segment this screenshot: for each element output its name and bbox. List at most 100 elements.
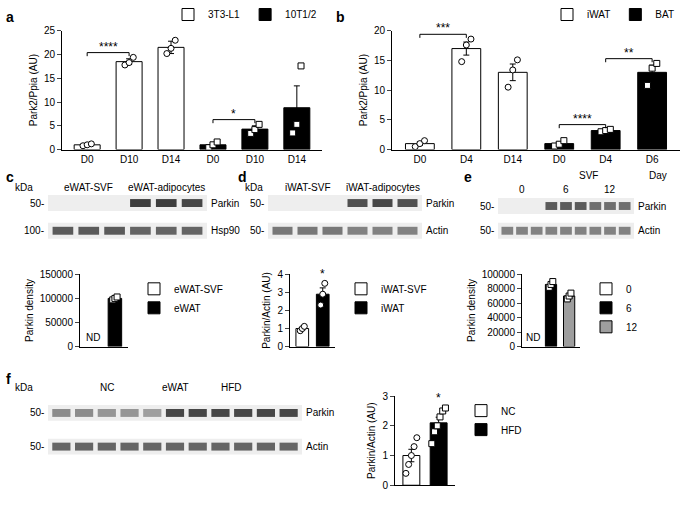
svg-text:***: *** xyxy=(436,21,450,35)
svg-text:D0: D0 xyxy=(207,154,220,165)
svg-text:50-: 50- xyxy=(250,225,264,236)
svg-text:Parkin: Parkin xyxy=(638,201,666,212)
svg-text:*: * xyxy=(231,107,236,121)
svg-text:Parkin density: Parkin density xyxy=(24,279,35,342)
svg-text:0: 0 xyxy=(277,341,283,352)
svg-text:ND: ND xyxy=(526,332,540,343)
svg-text:kDa: kDa xyxy=(15,382,33,393)
svg-text:iWAT-adipocytes: iWAT-adipocytes xyxy=(346,182,420,193)
svg-text:Hsp90: Hsp90 xyxy=(211,225,240,236)
svg-text:50-: 50- xyxy=(30,441,44,452)
svg-text:12: 12 xyxy=(604,184,616,195)
svg-text:20: 20 xyxy=(374,25,386,36)
svg-text:ND: ND xyxy=(86,332,100,343)
svg-text:100000: 100000 xyxy=(482,269,516,280)
svg-text:****: **** xyxy=(99,40,118,54)
svg-text:d: d xyxy=(238,169,247,185)
svg-text:HFD: HFD xyxy=(221,382,242,393)
svg-text:eWAT-SVF: eWAT-SVF xyxy=(64,182,113,193)
svg-text:150000: 150000 xyxy=(40,269,74,280)
svg-text:kDa: kDa xyxy=(15,182,33,193)
svg-text:Actin: Actin xyxy=(306,441,328,452)
svg-text:4: 4 xyxy=(277,269,283,280)
svg-text:50-: 50- xyxy=(30,407,44,418)
svg-text:0: 0 xyxy=(67,341,73,352)
svg-text:SVF: SVF xyxy=(579,170,598,181)
svg-text:50-: 50- xyxy=(250,198,264,209)
svg-text:20000: 20000 xyxy=(487,327,515,338)
svg-text:D14: D14 xyxy=(504,154,523,165)
svg-text:Parkin: Parkin xyxy=(211,198,239,209)
svg-text:100-: 100- xyxy=(24,225,44,236)
svg-text:D4: D4 xyxy=(460,154,473,165)
svg-text:e: e xyxy=(464,169,472,185)
svg-text:****: **** xyxy=(573,112,592,126)
svg-text:Parkin/Actin (AU): Parkin/Actin (AU) xyxy=(366,402,377,479)
svg-text:15: 15 xyxy=(374,55,386,66)
svg-text:NC: NC xyxy=(501,406,515,417)
svg-text:12: 12 xyxy=(626,322,638,333)
svg-text:0: 0 xyxy=(49,144,55,155)
svg-text:eWAT-adipocytes: eWAT-adipocytes xyxy=(128,182,205,193)
svg-text:0: 0 xyxy=(519,184,525,195)
svg-text:50000: 50000 xyxy=(45,317,73,328)
svg-text:0: 0 xyxy=(379,144,385,155)
svg-text:D14: D14 xyxy=(288,154,307,165)
svg-text:D4: D4 xyxy=(599,154,612,165)
svg-text:50-: 50- xyxy=(480,201,494,212)
svg-text:3: 3 xyxy=(277,287,283,298)
svg-text:0: 0 xyxy=(626,284,632,295)
svg-text:eWAT: eWAT xyxy=(162,382,189,393)
svg-text:iWAT-SVF: iWAT-SVF xyxy=(285,182,331,193)
svg-text:b: b xyxy=(336,9,345,25)
svg-text:6: 6 xyxy=(563,184,569,195)
svg-text:5: 5 xyxy=(379,114,385,125)
svg-text:20: 20 xyxy=(44,49,56,60)
svg-text:D10: D10 xyxy=(120,154,139,165)
svg-text:iWAT: iWAT xyxy=(381,303,404,314)
svg-text:D0: D0 xyxy=(413,154,426,165)
svg-text:Parkin: Parkin xyxy=(306,407,334,418)
svg-text:0: 0 xyxy=(509,341,515,352)
svg-text:eWAT-SVF: eWAT-SVF xyxy=(174,284,223,295)
svg-text:1: 1 xyxy=(382,450,388,461)
svg-text:Parkin: Parkin xyxy=(426,198,454,209)
svg-text:40000: 40000 xyxy=(487,312,515,323)
svg-text:f: f xyxy=(6,371,11,387)
svg-text:100000: 100000 xyxy=(40,293,74,304)
svg-text:5: 5 xyxy=(49,120,55,131)
svg-text:iWAT: iWAT xyxy=(587,9,610,20)
svg-text:kDa: kDa xyxy=(245,182,263,193)
svg-text:Day: Day xyxy=(649,170,667,181)
svg-text:25: 25 xyxy=(44,25,56,36)
svg-text:c: c xyxy=(6,169,14,185)
svg-text:*: * xyxy=(436,391,441,405)
svg-text:NC: NC xyxy=(100,382,114,393)
svg-text:Actin: Actin xyxy=(426,225,448,236)
svg-text:50-: 50- xyxy=(30,198,44,209)
svg-text:3: 3 xyxy=(382,391,388,402)
svg-text:BAT: BAT xyxy=(655,9,674,20)
svg-text:2: 2 xyxy=(382,420,388,431)
svg-text:D0: D0 xyxy=(81,154,94,165)
svg-text:3T3-L1: 3T3-L1 xyxy=(208,9,240,20)
svg-text:eWAT: eWAT xyxy=(174,303,201,314)
svg-text:Parkin/Actin (AU): Parkin/Actin (AU) xyxy=(261,272,272,349)
svg-text:*: * xyxy=(320,267,325,281)
svg-text:10T1/2: 10T1/2 xyxy=(285,9,317,20)
svg-text:6: 6 xyxy=(626,303,632,314)
svg-text:80000: 80000 xyxy=(487,283,515,294)
svg-text:iWAT-SVF: iWAT-SVF xyxy=(381,284,427,295)
svg-text:D6: D6 xyxy=(646,154,659,165)
svg-text:a: a xyxy=(6,9,14,25)
svg-text:Park2/Ppia (AU): Park2/Ppia (AU) xyxy=(28,54,39,126)
svg-text:10: 10 xyxy=(374,85,386,96)
svg-text:10: 10 xyxy=(44,97,56,108)
svg-text:1: 1 xyxy=(277,323,283,334)
svg-text:Actin: Actin xyxy=(638,225,660,236)
svg-text:D14: D14 xyxy=(162,154,181,165)
svg-text:60000: 60000 xyxy=(487,298,515,309)
svg-text:0: 0 xyxy=(382,480,388,491)
svg-text:D0: D0 xyxy=(553,154,566,165)
svg-text:15: 15 xyxy=(44,73,56,84)
